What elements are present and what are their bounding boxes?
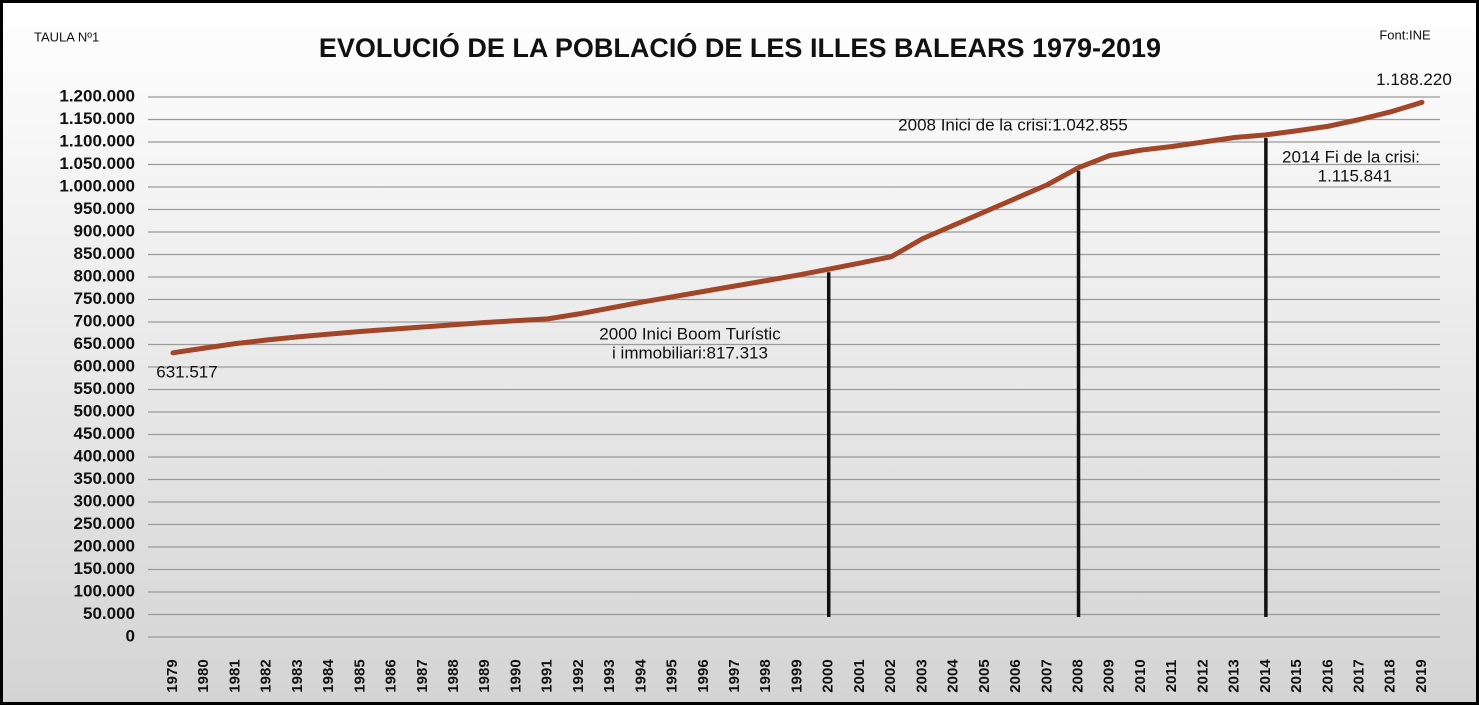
x-tick-label: 1995 xyxy=(664,659,681,692)
y-tick-label: 400.000 xyxy=(74,446,135,465)
x-tick-label: 1985 xyxy=(351,659,368,692)
y-tick-label: 300.000 xyxy=(74,491,135,510)
chart-title: EVOLUCIÓ DE LA POBLACIÓ DE LES ILLES BAL… xyxy=(319,32,1161,63)
x-tick-label: 2001 xyxy=(851,659,868,692)
y-tick-label: 150.000 xyxy=(74,559,135,578)
x-tick-label: 1983 xyxy=(289,659,306,692)
y-tick-label: 0 xyxy=(126,626,135,645)
y-tick-label: 1.100.000 xyxy=(59,131,135,150)
x-tick-label: 1990 xyxy=(507,659,524,692)
x-tick-label: 1989 xyxy=(476,659,493,692)
x-tick-label: 2006 xyxy=(1007,659,1024,692)
y-tick-label: 550.000 xyxy=(74,379,135,398)
y-tick-label: 100.000 xyxy=(74,581,135,600)
x-tick-label: 2010 xyxy=(1132,659,1149,692)
x-tick-label: 1988 xyxy=(445,659,462,692)
x-tick-label: 2000 xyxy=(820,659,837,692)
annotation: 1.115.841 xyxy=(1318,166,1392,185)
annotation: i immobiliari:817.313 xyxy=(612,343,768,362)
y-tick-label: 450.000 xyxy=(74,424,135,443)
x-tick-label: 2017 xyxy=(1351,659,1368,692)
x-tick-label: 1991 xyxy=(539,659,556,692)
x-tick-label: 2008 xyxy=(1069,659,1086,692)
x-tick-label: 1982 xyxy=(258,659,275,692)
annotation: 2008 Inici de la crisi:1.042.855 xyxy=(898,115,1128,134)
x-tick-label: 1987 xyxy=(414,659,431,692)
y-tick-label: 500.000 xyxy=(74,401,135,420)
y-tick-label: 750.000 xyxy=(74,289,135,308)
x-tick-label: 1998 xyxy=(757,659,774,692)
source: Font:INE xyxy=(1379,27,1431,42)
x-tick-label: 2019 xyxy=(1413,659,1430,692)
y-tick-label: 1.050.000 xyxy=(59,154,135,173)
x-tick-label: 2009 xyxy=(1101,659,1118,692)
y-tick-label: 800.000 xyxy=(74,266,135,285)
x-tick-label: 2014 xyxy=(1257,659,1274,693)
y-tick-label: 600.000 xyxy=(74,356,135,375)
x-tick-label: 2007 xyxy=(1038,659,1055,692)
y-tick-label: 50.000 xyxy=(83,604,135,623)
annotation: 2000 Inici Boom Turístic xyxy=(599,324,781,343)
y-tick-label: 200.000 xyxy=(74,536,135,555)
x-tick-label: 1997 xyxy=(726,659,743,692)
x-tick-label: 1979 xyxy=(164,659,181,692)
x-tick-label: 1992 xyxy=(570,659,587,692)
y-tick-label: 900.000 xyxy=(74,221,135,240)
x-tick-label: 2018 xyxy=(1382,659,1399,692)
x-tick-label: 2003 xyxy=(913,659,930,692)
x-tick-label: 1996 xyxy=(695,659,712,692)
x-tick-label: 2012 xyxy=(1194,659,1211,692)
x-tick-label: 2011 xyxy=(1163,660,1180,693)
y-tick-label: 1.150.000 xyxy=(59,109,135,128)
table-number: TAULA Nº1 xyxy=(34,29,99,44)
x-tick-label: 2013 xyxy=(1226,659,1243,692)
data-label: 1.188.220 xyxy=(1376,70,1452,89)
x-tick-label: 1984 xyxy=(320,659,337,693)
x-tick-label: 2005 xyxy=(976,659,993,692)
x-tick-label: 1980 xyxy=(195,659,212,692)
y-tick-label: 700.000 xyxy=(74,311,135,330)
x-tick-label: 1993 xyxy=(601,659,618,692)
x-tick-label: 1994 xyxy=(632,659,649,693)
y-tick-label: 950.000 xyxy=(74,199,135,218)
y-tick-label: 850.000 xyxy=(74,244,135,263)
data-label: 631.517 xyxy=(156,362,217,381)
x-tick-label: 2002 xyxy=(882,659,899,692)
y-tick-label: 1.000.000 xyxy=(59,176,135,195)
line xyxy=(170,99,1425,356)
x-tick-label: 1981 xyxy=(226,659,243,692)
y-tick-label: 1.200.000 xyxy=(59,86,135,105)
y-tick-label: 250.000 xyxy=(74,514,135,533)
x-tick-label: 2015 xyxy=(1288,659,1305,692)
x-tick-label: 2016 xyxy=(1319,659,1336,692)
y-tick-label: 350.000 xyxy=(74,469,135,488)
x-tick-label: 1986 xyxy=(383,659,400,692)
annotation: 2014 Fi de la crisi: xyxy=(1282,147,1420,166)
y-tick-label: 650.000 xyxy=(74,334,135,353)
x-tick-label: 1999 xyxy=(788,659,805,692)
x-tick-label: 2004 xyxy=(945,659,962,693)
